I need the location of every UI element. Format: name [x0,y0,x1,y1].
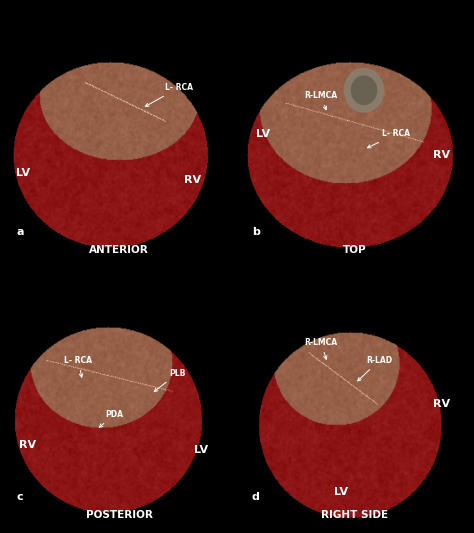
Text: RV: RV [433,150,450,159]
Text: LV: LV [256,129,270,139]
Text: ANTERIOR: ANTERIOR [89,245,149,255]
Text: L- RCA: L- RCA [146,83,193,107]
Text: L- RCA: L- RCA [367,130,410,148]
Circle shape [345,68,383,112]
Text: LV: LV [16,167,30,177]
Circle shape [351,76,376,104]
Text: LV: LV [334,487,348,497]
Text: d: d [252,492,260,502]
Text: RIGHT SIDE: RIGHT SIDE [321,510,388,520]
Text: RV: RV [184,175,201,185]
Text: R-LMCA: R-LMCA [304,338,337,359]
Text: POSTERIOR: POSTERIOR [86,510,153,520]
Text: TOP: TOP [343,245,367,255]
Text: PDA: PDA [99,410,123,427]
Text: RV: RV [19,440,36,450]
Text: R-LMCA: R-LMCA [304,91,337,110]
Text: R-LAD: R-LAD [358,356,392,381]
Text: b: b [252,227,260,237]
Text: PLB: PLB [154,369,186,392]
Text: L- RCA: L- RCA [64,356,92,377]
Text: a: a [16,227,24,237]
Text: LV: LV [194,446,209,456]
Text: RV: RV [433,399,450,409]
Text: c: c [16,492,23,502]
